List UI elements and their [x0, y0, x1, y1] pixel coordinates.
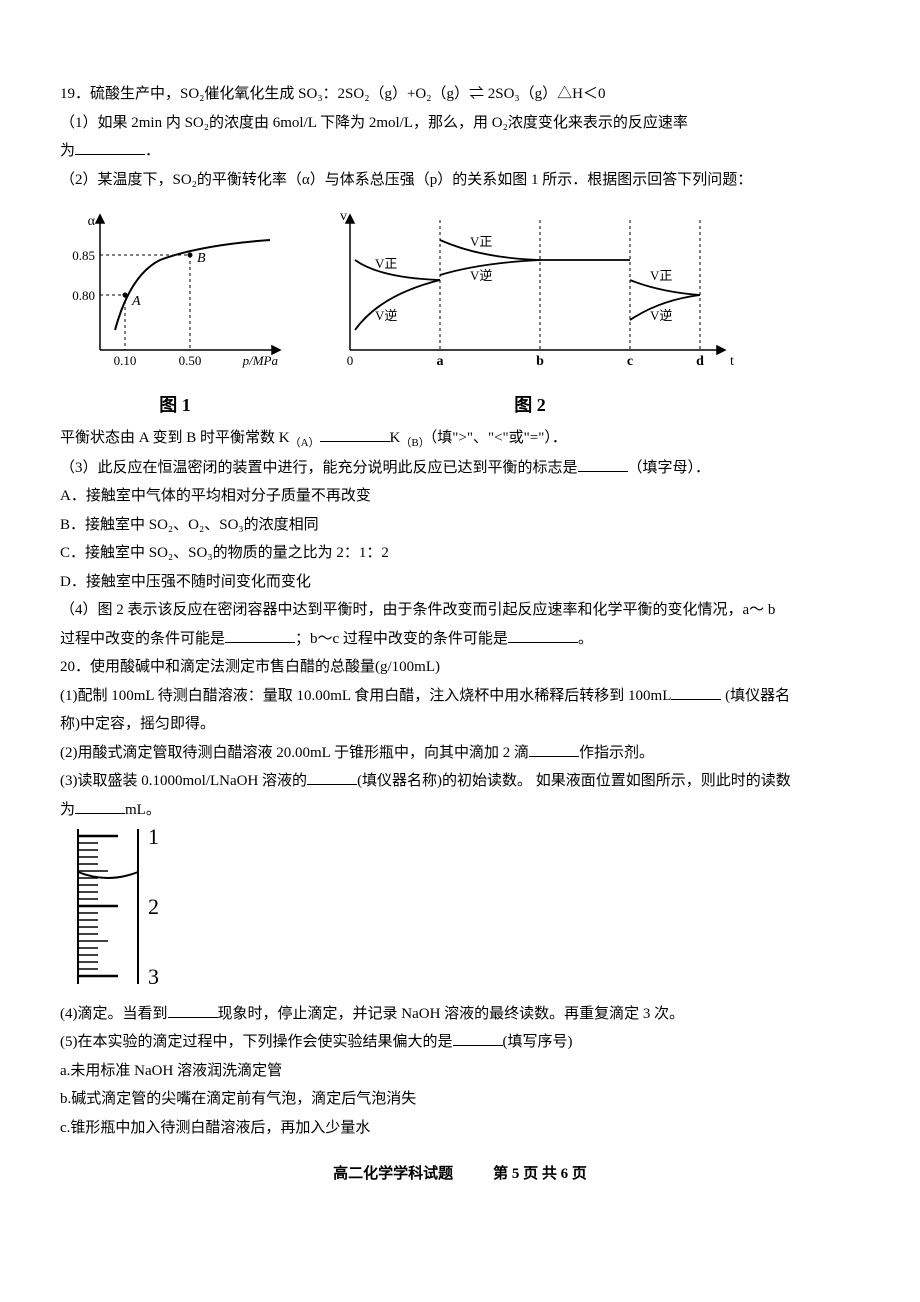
figure-2: V正 V逆 V正 V逆 V正 V逆 v 0 a b c d t 图 2 [320, 200, 740, 422]
text: 作指示剂。 [579, 745, 654, 761]
text: (填仪器名 [721, 688, 790, 704]
q19-1-line2: 为． [60, 137, 860, 166]
text: （填字母）． [628, 460, 711, 476]
text: 为 [60, 143, 75, 159]
q20-1-line2: 称)中定容，摇匀即得。 [60, 710, 860, 739]
text: （3）此反应在恒温密闭的装置中进行，能充分说明此反应已达到平衡的标志是 [60, 460, 578, 476]
q19-optB: B．接触室中 SO₂、O₂、SO₃的浓度相同 [60, 511, 860, 540]
fig2-xlabel: t [730, 354, 734, 369]
fig2-lbl-2: V正 [470, 234, 492, 249]
text: 。 [578, 631, 593, 647]
blank-phenomenon [168, 1002, 218, 1018]
footer-right: 第 5 页 共 6 页 [493, 1166, 587, 1182]
burette-tick-2: 2 [148, 894, 159, 919]
q20-2: (2)用酸式滴定管取待测白醋溶液 20.00mL 于锥形瓶中，向其中滴加 2 滴… [60, 739, 860, 768]
text: (1)配制 100mL 待测白醋溶液：量取 10.00mL 食用白醋，注入烧杯中… [60, 688, 671, 704]
burette-tick-3: 3 [148, 964, 159, 989]
fig2-xc: c [627, 354, 633, 369]
q19-stem: 19．硫酸生产中，SO₂催化氧化生成 SO₃：2SO₂（g）+O₂（g）⇌ 2S… [60, 80, 860, 109]
fig2-lbl-0: V正 [375, 256, 397, 271]
text: mL。 [125, 802, 161, 818]
text: （填">"、"<"或"="）． [430, 430, 567, 446]
text: 为 [60, 802, 75, 818]
q19-optA: A．接触室中气体的平均相对分子质量不再改变 [60, 482, 860, 511]
fig2-xb: b [536, 354, 544, 369]
burette-figure: 1 2 3 [60, 824, 860, 1000]
q20-1-line1: (1)配制 100mL 待测白醋溶液：量取 10.00mL 食用白醋，注入烧杯中… [60, 682, 860, 711]
q20-optb: b.碱式滴定管的尖嘴在滴定前有气泡，滴定后气泡消失 [60, 1085, 860, 1114]
q20-3-line2: 为 mL。 [60, 796, 860, 825]
fig2-lbl-4: V正 [650, 268, 672, 283]
sub-b: （B） [400, 437, 429, 449]
blank-equil [578, 456, 628, 472]
fig2-svg: V正 V逆 V正 V逆 V正 V逆 v 0 a b c d t [320, 200, 740, 375]
fig1-ytick-0: 0.85 [72, 248, 95, 263]
fig1-xlabel: p/MPa [242, 353, 279, 368]
fig1-xtick-0: 0.10 [114, 353, 137, 368]
text: (填仪器名称)的初始读数。 如果液面位置如图所示，则此时的读数 [357, 773, 791, 789]
blank-burette-name [307, 769, 357, 785]
q19-2-k: 平衡状态由 A 变到 B 时平衡常数 K（A） K（B）（填">"、"<"或"="… [60, 424, 860, 454]
blank-k [320, 426, 390, 442]
q20-opta: a.未用标准 NaOH 溶液润洗滴定管 [60, 1057, 860, 1086]
q20-optc: c.锥形瓶中加入待测白醋溶液后，再加入少量水 [60, 1114, 860, 1143]
sub-a: （A） [290, 437, 320, 449]
q19-optD: D．接触室中压强不随时间变化而变化 [60, 568, 860, 597]
blank-ab [225, 627, 295, 643]
blank-indicator [529, 741, 579, 757]
fig2-ylabel: v [340, 209, 347, 224]
text: (5)在本实验的滴定过程中，下列操作会使实验结果偏大的是 [60, 1034, 453, 1050]
q19-4-line1: （4）图 2 表示该反应在密闭容器中达到平衡时，由于条件改变而引起反应速率和化学… [60, 596, 860, 625]
burette-tick-1: 1 [148, 824, 159, 849]
burette-svg: 1 2 3 [60, 824, 180, 989]
fig1-ytick-1: 0.80 [72, 288, 95, 303]
q19-2-intro: （2）某温度下，SO₂的平衡转化率（α）与体系总压强（p）的关系如图 1 所示．… [60, 166, 860, 195]
text: (2)用酸式滴定管取待测白醋溶液 20.00mL 于锥形瓶中，向其中滴加 2 滴 [60, 745, 529, 761]
fig2-lbl-1: V逆 [375, 308, 397, 323]
blank-rate [75, 139, 145, 155]
fig1-svg: A B α 0.85 0.80 0.10 0.50 p/MPa [60, 200, 290, 375]
text: 过程中改变的条件可能是 [60, 631, 225, 647]
fig1-point-a: A [131, 294, 141, 309]
figure-1: A B α 0.85 0.80 0.10 0.50 p/MPa 图 1 [60, 200, 290, 422]
q20-5: (5)在本实验的滴定过程中，下列操作会使实验结果偏大的是 (填写序号) [60, 1028, 860, 1057]
q20-3-line1: (3)读取盛装 0.1000mol/LNaOH 溶液的 (填仪器名称)的初始读数。… [60, 767, 860, 796]
fig2-lbl-5: V逆 [650, 308, 672, 323]
q19-4-line2: 过程中改变的条件可能是 ；b～c 过程中改变的条件可能是 。 [60, 625, 860, 654]
q19-optC: C．接触室中 SO₂、SO₃的物质的量之比为 2：1：2 [60, 539, 860, 568]
q20-4: (4)滴定。当看到 现象时，停止滴定，并记录 NaOH 溶液的最终读数。再重复滴定… [60, 1000, 860, 1029]
blank-bc [508, 627, 578, 643]
fig1-caption: 图 1 [60, 388, 290, 422]
text: (填写序号) [503, 1034, 573, 1050]
page-footer: 高二化学学科试题 第 5 页 共 6 页 [60, 1160, 860, 1189]
fig1-xtick-1: 0.50 [179, 353, 202, 368]
text: 现象时，停止滴定，并记录 NaOH 溶液的最终读数。再重复滴定 3 次。 [218, 1006, 685, 1022]
fig1-point-b: B [197, 251, 206, 266]
fig2-caption: 图 2 [320, 388, 740, 422]
figure-row: A B α 0.85 0.80 0.10 0.50 p/MPa 图 1 [60, 200, 860, 422]
text: K [390, 430, 401, 446]
footer-left: 高二化学学科试题 [333, 1166, 453, 1182]
fig2-xa: a [437, 354, 444, 369]
q19-3: （3）此反应在恒温密闭的装置中进行，能充分说明此反应已达到平衡的标志是 （填字母）… [60, 454, 860, 483]
blank-bigger [453, 1030, 503, 1046]
q19-1-line1: （1）如果 2min 内 SO₂的浓度由 6mol/L 下降为 2mol/L，那… [60, 109, 860, 138]
blank-flask [671, 684, 721, 700]
text: 平衡状态由 A 变到 B 时平衡常数 K [60, 430, 290, 446]
fig2-xd: d [696, 354, 704, 369]
text: ；b～c 过程中改变的条件可能是 [295, 631, 508, 647]
text: ． [145, 143, 160, 159]
text: (3)读取盛装 0.1000mol/LNaOH 溶液的 [60, 773, 307, 789]
blank-reading [75, 798, 125, 814]
fig2-x0: 0 [347, 353, 354, 368]
text: (4)滴定。当看到 [60, 1006, 168, 1022]
fig1-ylabel: α [88, 214, 96, 229]
fig2-lbl-3: V逆 [470, 268, 492, 283]
q20-stem: 20．使用酸碱中和滴定法测定市售白醋的总酸量(g/100mL) [60, 653, 860, 682]
